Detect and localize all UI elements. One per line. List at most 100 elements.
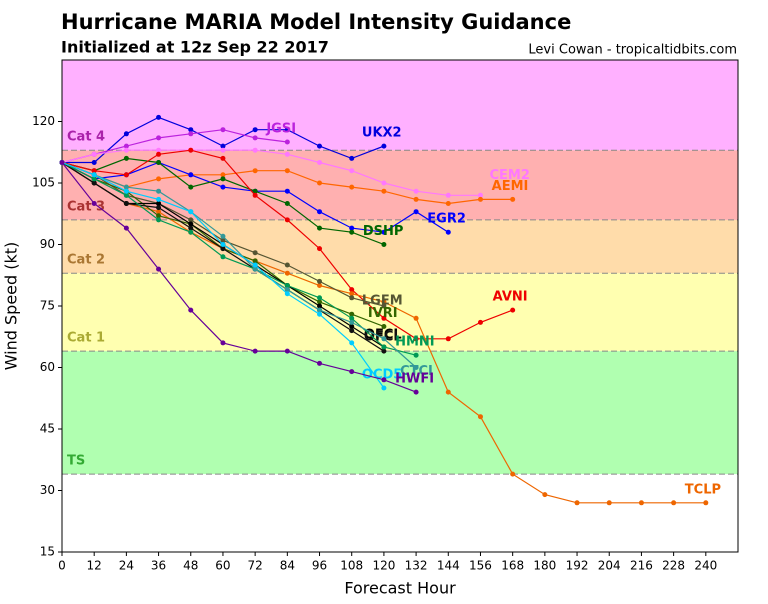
- x-tick-label: 12: [87, 559, 102, 573]
- x-tick-label: 60: [215, 559, 230, 573]
- series-point: [123, 143, 129, 149]
- series-point: [156, 151, 162, 157]
- series-point: [349, 291, 355, 297]
- series-point: [413, 389, 419, 395]
- chart-title: Hurricane MARIA Model Intensity Guidance: [61, 10, 571, 34]
- series-point: [349, 225, 355, 231]
- band-label: Cat 1: [67, 331, 105, 346]
- series-point: [188, 209, 194, 215]
- series-point: [445, 201, 451, 206]
- series-point: [188, 307, 194, 313]
- x-tick-label: 228: [662, 559, 685, 573]
- series-point: [123, 155, 129, 161]
- series-label: EGR2: [427, 212, 466, 227]
- series-point: [284, 127, 290, 133]
- band-label: TS: [67, 454, 85, 469]
- series-point: [317, 360, 323, 366]
- series-point: [252, 168, 258, 174]
- x-tick-label: 108: [340, 559, 363, 573]
- x-tick-label: 36: [151, 559, 166, 573]
- series-point: [349, 328, 355, 334]
- series-point: [123, 131, 129, 137]
- series-label: TCLP: [685, 482, 721, 497]
- series-point: [317, 283, 323, 288]
- x-axis-label: Forecast Hour: [344, 579, 456, 598]
- series-point: [220, 143, 226, 149]
- y-tick-label: 120: [32, 114, 55, 128]
- series-point: [156, 114, 162, 120]
- series-point: [510, 307, 516, 313]
- x-tick-label: 0: [58, 559, 66, 573]
- series-point: [156, 196, 162, 202]
- series-point: [510, 196, 516, 202]
- series-point: [284, 291, 290, 297]
- series-point: [123, 172, 129, 178]
- series-point: [220, 246, 226, 252]
- series-label: OCD5: [362, 368, 402, 383]
- series-point: [284, 168, 290, 174]
- series-point: [445, 336, 451, 342]
- y-tick-label: 30: [40, 483, 55, 497]
- series-point: [156, 217, 162, 223]
- series-point: [606, 500, 612, 506]
- series-point: [284, 139, 290, 145]
- series-point: [188, 221, 194, 227]
- series-point: [349, 340, 355, 346]
- y-tick-label: 105: [32, 176, 55, 190]
- intensity-band: [62, 351, 738, 475]
- series-point: [91, 180, 97, 186]
- series-point: [381, 348, 387, 354]
- series-point: [252, 262, 258, 268]
- series-point: [220, 233, 226, 239]
- band-label: Cat 4: [67, 130, 105, 145]
- series-point: [220, 184, 226, 190]
- series-point: [123, 225, 129, 231]
- series-point: [284, 262, 290, 268]
- series-point: [349, 324, 355, 329]
- series-point: [349, 311, 355, 317]
- series-point: [284, 201, 290, 206]
- series-point: [188, 131, 194, 137]
- series-point: [317, 299, 323, 305]
- series-point: [123, 201, 129, 206]
- series-point: [445, 229, 451, 235]
- series-point: [220, 254, 226, 260]
- series-point: [381, 229, 387, 235]
- series-point: [284, 151, 290, 157]
- series-point: [188, 172, 194, 178]
- series-point: [445, 389, 451, 395]
- series-label: AEMI: [492, 179, 529, 194]
- series-point: [220, 176, 226, 182]
- series-point: [123, 188, 129, 194]
- series-point: [413, 196, 419, 202]
- series-label: LGEM: [362, 294, 403, 309]
- series-point: [413, 209, 419, 215]
- series-point: [156, 201, 162, 206]
- x-tick-label: 156: [469, 559, 492, 573]
- series-point: [317, 278, 323, 284]
- series-point: [156, 147, 162, 153]
- series-label: CEM2: [489, 168, 529, 183]
- series-line: [61, 149, 481, 196]
- chart-subtitle: Initialized at 12z Sep 22 2017: [61, 38, 329, 57]
- series-point: [220, 237, 226, 243]
- series-label: DSHP: [363, 224, 404, 239]
- x-tick-label: 72: [248, 559, 263, 573]
- series-point: [91, 172, 97, 178]
- series-point: [671, 500, 677, 506]
- series-point: [156, 135, 162, 141]
- x-tick-label: 48: [183, 559, 198, 573]
- series-point: [123, 184, 129, 190]
- series-point: [91, 151, 97, 157]
- x-tick-label: 240: [694, 559, 717, 573]
- series-point: [188, 127, 194, 133]
- intensity-band: [62, 60, 738, 151]
- series-point: [445, 192, 451, 198]
- series-point: [317, 143, 323, 149]
- series-point: [381, 324, 387, 329]
- series-point: [317, 209, 323, 215]
- series-point: [317, 303, 323, 309]
